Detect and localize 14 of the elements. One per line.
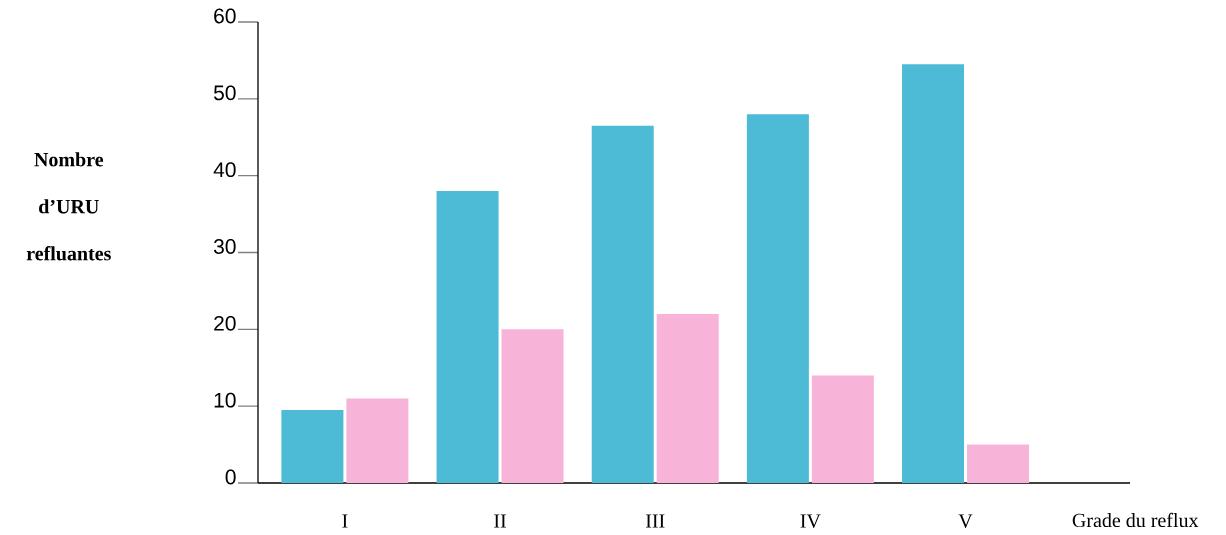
y-tick-label: 0 xyxy=(225,469,236,485)
x-tick-label: V xyxy=(958,514,973,528)
text: Nombre d’URU refluantes xyxy=(26,152,111,261)
x-tick-label: III xyxy=(645,514,665,528)
y-tick-label: 60 xyxy=(214,8,236,24)
y-tick-label: 30 xyxy=(213,239,236,254)
x-tick-label: IV xyxy=(800,514,821,528)
y-tick-label: 50 xyxy=(213,85,236,101)
x-tick-label: I xyxy=(342,514,348,528)
x-tick-label: II xyxy=(494,514,507,528)
x-axis-title: Grade du reflux xyxy=(1072,512,1199,528)
y-tick-label: 20 xyxy=(214,315,236,331)
y-tick-label: 40 xyxy=(213,162,236,178)
y-tick-label: 10 xyxy=(214,392,236,408)
